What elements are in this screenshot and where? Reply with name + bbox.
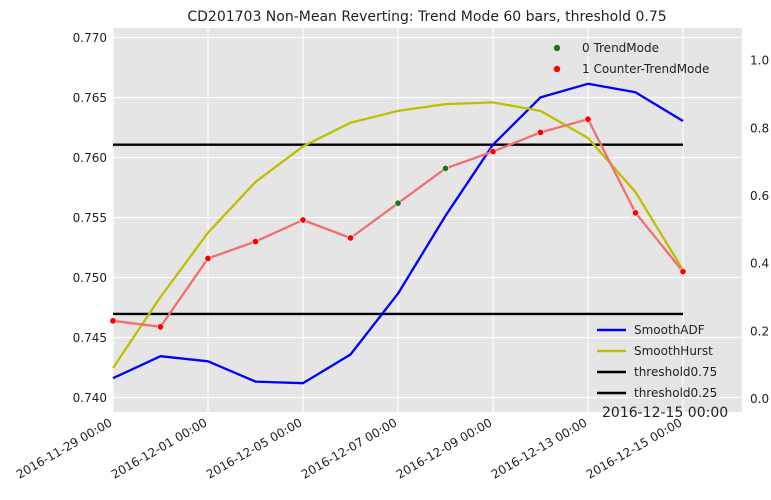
x-tick-label: 2016-12-07 00:00	[299, 415, 400, 481]
legend-smoothhurst-label: SmoothHurst	[634, 344, 713, 358]
chart-title: CD201703 Non-Mean Reverting: Trend Mode …	[187, 9, 666, 25]
right-axis: 0.0 0.2 0.4 0.6 0.8 1.0	[750, 54, 769, 406]
y-tick-label-right: 0.0	[750, 392, 769, 406]
counter-trend-marker	[536, 128, 544, 136]
y-tick-label-left: 0.745	[73, 331, 107, 345]
legend-threshold025-label: threshold0.25	[634, 386, 717, 400]
legend-threshold075-label: threshold0.75	[634, 365, 717, 379]
legend-counter-marker	[553, 65, 561, 73]
x-tick-label: 2016-12-13 00:00	[489, 415, 590, 481]
cursor-date-label: 2016-12-15 00:00	[602, 405, 728, 421]
counter-trend-marker	[204, 254, 212, 262]
y-tick-label-right: 1.0	[750, 54, 769, 68]
price-markers	[109, 115, 687, 331]
legend-smoothadf-label: SmoothADF	[634, 323, 705, 337]
line-legend: SmoothADF SmoothHurst threshold0.75 thre…	[597, 323, 717, 400]
marker-legend: 0 TrendMode 1 Counter-TrendMode	[553, 41, 709, 76]
legend-trend-label: 0 TrendMode	[582, 41, 659, 55]
left-axis: 0.740 0.745 0.750 0.755 0.760 0.765 0.770	[73, 31, 107, 405]
series-line-smoothadf	[112, 82, 684, 385]
y-tick-label-left: 0.750	[73, 271, 107, 285]
legend-trend-marker	[553, 44, 561, 52]
x-tick-label: 2016-11-29 00:00	[14, 415, 115, 481]
y-tick-label-right: 0.2	[750, 324, 769, 338]
counter-trend-marker	[631, 209, 639, 217]
x-tick-label: 2016-12-05 00:00	[204, 415, 305, 481]
y-tick-label-right: 0.8	[750, 121, 769, 135]
y-tick-label-left: 0.770	[73, 31, 107, 45]
x-tick-label: 2016-12-09 00:00	[394, 415, 495, 481]
counter-trend-marker	[109, 317, 117, 325]
y-tick-label-right: 0.6	[750, 189, 769, 203]
counter-trend-marker	[679, 268, 687, 276]
counter-trend-marker	[584, 115, 592, 123]
x-tick-label: 2016-12-15 00:00	[584, 415, 685, 481]
trend-mode-marker	[441, 164, 449, 172]
counter-trend-marker	[157, 323, 165, 331]
counter-trend-marker	[346, 234, 354, 242]
y-tick-label-left: 0.740	[73, 391, 107, 405]
series-lines	[112, 82, 684, 385]
y-tick-label-left: 0.765	[73, 91, 107, 105]
counter-trend-marker	[299, 216, 307, 224]
trend-mode-marker	[394, 199, 402, 207]
y-tick-label-left: 0.760	[73, 151, 107, 165]
series-line-smoothhurst	[112, 101, 684, 369]
x-tick-label: 2016-12-01 00:00	[109, 415, 210, 481]
counter-trend-marker	[252, 238, 260, 246]
y-tick-label-left: 0.755	[73, 211, 107, 225]
counter-trend-marker	[489, 148, 497, 156]
y-tick-label-right: 0.4	[750, 257, 769, 271]
threshold-lines	[113, 143, 683, 316]
legend-counter-label: 1 Counter-TrendMode	[582, 62, 709, 76]
